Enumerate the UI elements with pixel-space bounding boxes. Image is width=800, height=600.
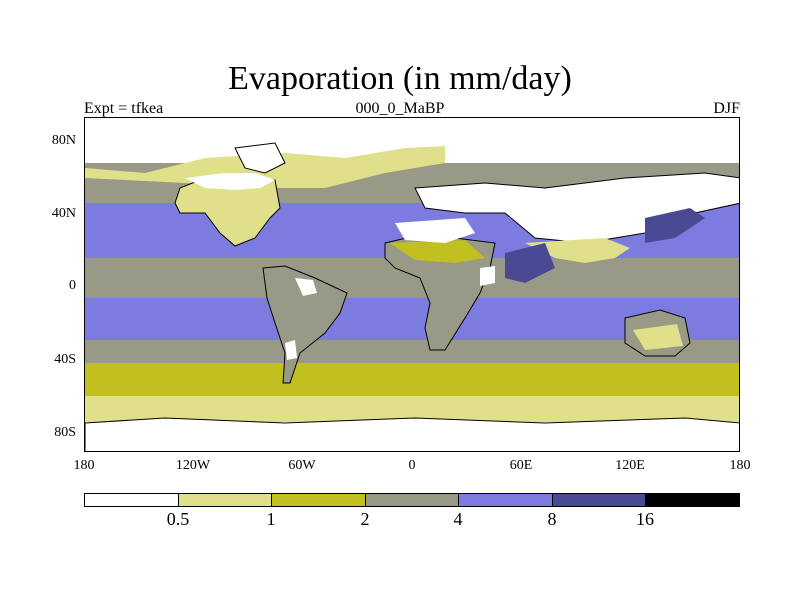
lon-tick-120e: 120E xyxy=(615,458,645,473)
lon-tick-180w: 180 xyxy=(73,458,95,473)
colorbar-label: 8 xyxy=(547,509,557,529)
colorbar-bin xyxy=(85,494,179,506)
colorbar-label: 2 xyxy=(360,509,370,529)
colorbar-label: 4 xyxy=(453,509,463,529)
lon-tick-60w: 60W xyxy=(288,458,316,473)
season-label: DJF xyxy=(713,100,740,117)
evaporation-map xyxy=(85,118,739,451)
lon-tick-0: 0 xyxy=(408,458,416,473)
colorbar-bin xyxy=(272,494,366,506)
colorbar-bin xyxy=(365,494,460,506)
lat-tick-40s: 40S xyxy=(54,352,76,367)
lat-tick-40n: 40N xyxy=(51,206,76,221)
colorbar-bin xyxy=(178,494,273,506)
experiment-label: Expt = tfkea xyxy=(84,100,164,117)
lat-tick-0: 0 xyxy=(69,278,76,293)
map-panel xyxy=(84,117,740,452)
lon-tick-60e: 60E xyxy=(509,458,533,473)
colorbar-label: 0.5 xyxy=(166,509,190,529)
colorbar xyxy=(84,493,740,507)
lon-tick-180e: 180 xyxy=(729,458,751,473)
colorbar-bin xyxy=(646,494,740,506)
lat-tick-80n: 80N xyxy=(51,133,76,148)
colorbar-bin xyxy=(552,494,647,506)
map-title: Evaporation (in mm/day) xyxy=(228,60,572,97)
lon-tick-120w: 120W xyxy=(175,458,211,473)
colorbar-label: 16 xyxy=(636,509,654,529)
lat-tick-80s: 80S xyxy=(54,425,76,440)
time-label: 000_0_MaBP xyxy=(355,100,445,117)
colorbar-bin xyxy=(459,494,553,506)
colorbar-label: 1 xyxy=(266,509,276,529)
